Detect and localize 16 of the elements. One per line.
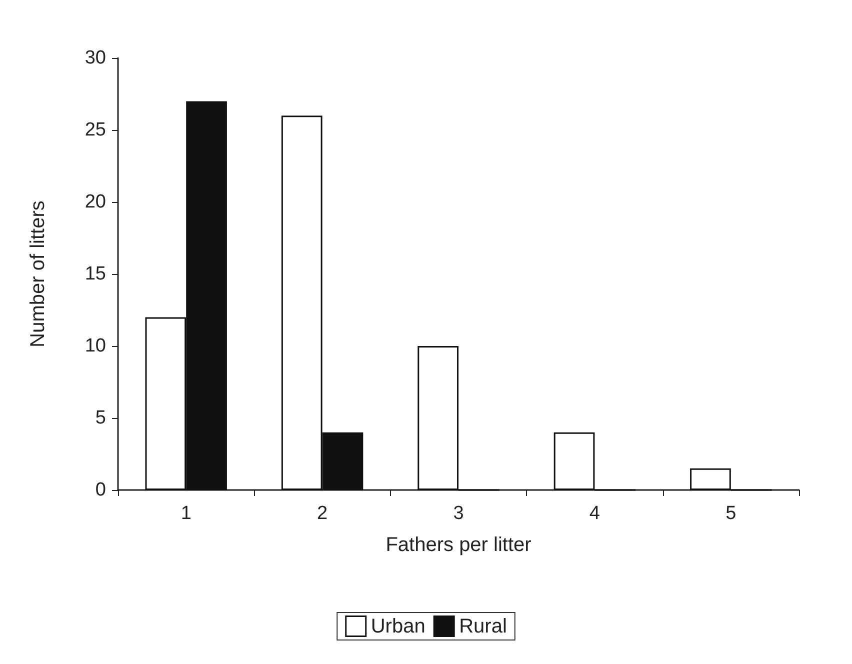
- y-tick-label: 20: [84, 192, 106, 212]
- x-axis-title: Fathers per litter: [386, 534, 532, 556]
- x-tick-label: 1: [180, 503, 192, 524]
- y-tick-label: 15: [84, 264, 106, 284]
- x-tick-label: 5: [726, 503, 736, 524]
- y-axis-title: Number of litters: [27, 200, 49, 348]
- y-tick-label: 5: [95, 408, 106, 428]
- legend-label: Urban: [370, 615, 426, 638]
- x-tick-label: 2: [317, 503, 328, 524]
- y-tick-label: 30: [84, 48, 106, 68]
- x-tick-label: 3: [453, 503, 464, 524]
- x-tick-label: 4: [589, 503, 600, 524]
- y-tick-label: 0: [95, 480, 106, 500]
- legend-label: Rural: [459, 615, 507, 638]
- y-tick-label: 25: [84, 120, 106, 140]
- y-tick-label: 10: [84, 336, 106, 356]
